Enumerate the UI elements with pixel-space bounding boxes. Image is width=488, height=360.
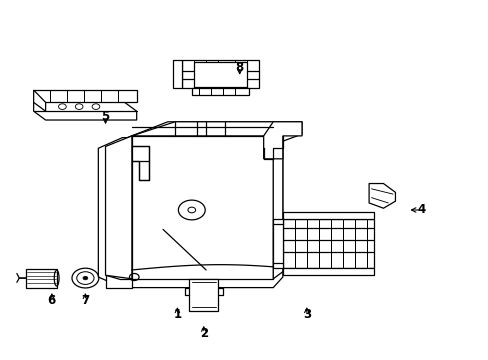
Polygon shape (282, 219, 373, 268)
Text: 5: 5 (101, 110, 109, 123)
Text: 6: 6 (48, 294, 56, 307)
Polygon shape (127, 122, 302, 148)
Polygon shape (132, 147, 148, 180)
Polygon shape (282, 212, 373, 219)
Text: 4: 4 (417, 203, 425, 216)
Polygon shape (182, 60, 258, 88)
Polygon shape (26, 269, 57, 288)
Polygon shape (273, 136, 282, 279)
Polygon shape (98, 138, 282, 288)
Polygon shape (132, 136, 273, 279)
Polygon shape (282, 268, 373, 275)
Polygon shape (34, 102, 137, 120)
Polygon shape (34, 90, 137, 102)
Text: 7: 7 (81, 294, 89, 307)
Polygon shape (368, 184, 395, 208)
Polygon shape (132, 122, 302, 136)
Text: 2: 2 (199, 327, 207, 340)
Polygon shape (194, 62, 246, 86)
Text: 3: 3 (302, 308, 310, 321)
Polygon shape (263, 122, 302, 159)
Polygon shape (105, 136, 132, 279)
Polygon shape (191, 88, 249, 95)
Polygon shape (105, 275, 132, 288)
Polygon shape (189, 279, 218, 311)
Polygon shape (34, 90, 45, 111)
Text: 1: 1 (173, 308, 181, 321)
Polygon shape (172, 60, 182, 88)
Polygon shape (273, 219, 282, 268)
Circle shape (83, 276, 88, 280)
Text: 8: 8 (235, 60, 244, 73)
